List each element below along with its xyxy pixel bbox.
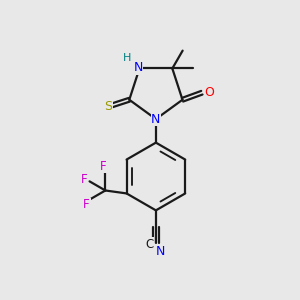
Text: C: C [145,238,154,251]
Text: N: N [151,112,160,126]
Text: H: H [123,53,131,63]
Text: N: N [156,245,166,258]
Text: F: F [100,160,106,173]
Text: F: F [81,173,88,186]
Text: O: O [204,86,214,99]
Text: N: N [133,61,143,74]
Text: S: S [104,100,112,113]
Text: F: F [83,198,90,212]
